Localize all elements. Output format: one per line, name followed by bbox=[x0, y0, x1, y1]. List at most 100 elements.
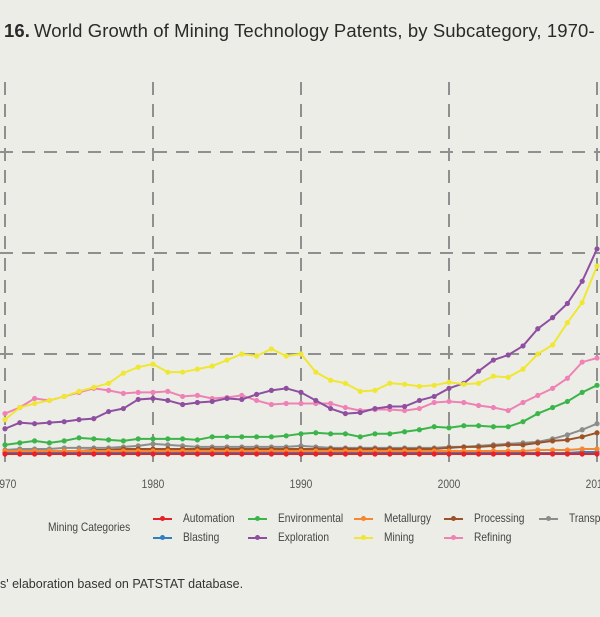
data-point-environmental bbox=[180, 436, 186, 442]
data-point-exploration bbox=[342, 410, 348, 417]
data-point-refining bbox=[298, 400, 304, 407]
data-point-exploration bbox=[505, 352, 511, 358]
data-point-mining bbox=[342, 380, 348, 386]
data-point-refining bbox=[594, 355, 600, 361]
data-point-environmental bbox=[224, 434, 230, 440]
legend-label: Environmental bbox=[278, 511, 344, 525]
data-point-mining bbox=[254, 353, 260, 359]
data-point-environmental bbox=[520, 419, 526, 425]
data-point-environmental bbox=[150, 436, 156, 442]
data-point-environmental bbox=[254, 434, 260, 440]
data-point-metallurgy bbox=[535, 447, 541, 453]
data-point-processing bbox=[520, 442, 526, 448]
legend-swatch bbox=[153, 516, 172, 521]
data-point-exploration bbox=[150, 395, 156, 402]
data-point-exploration bbox=[194, 399, 200, 406]
data-point-mining bbox=[416, 383, 422, 389]
data-point-exploration bbox=[17, 420, 23, 426]
data-point-mining bbox=[446, 379, 452, 385]
data-point-environmental bbox=[328, 431, 334, 437]
data-point-mining bbox=[106, 380, 112, 386]
data-point-refining bbox=[476, 402, 482, 409]
data-point-automation bbox=[46, 451, 53, 457]
data-point-mining bbox=[180, 369, 186, 375]
data-point-refining bbox=[283, 400, 289, 407]
data-point-environmental bbox=[194, 437, 200, 443]
data-point-exploration bbox=[283, 385, 289, 391]
x-tick-label: 1970 bbox=[0, 478, 16, 491]
data-point-refining bbox=[328, 400, 334, 407]
data-point-exploration bbox=[550, 315, 556, 321]
data-point-mining bbox=[209, 363, 215, 369]
legend-swatch bbox=[539, 516, 558, 521]
data-point-automation bbox=[150, 451, 156, 457]
data-point-exploration bbox=[180, 401, 186, 408]
data-point-transport bbox=[150, 441, 156, 447]
data-point-automation bbox=[283, 451, 289, 457]
data-point-refining bbox=[180, 393, 186, 400]
legend-title: Mining Categories bbox=[48, 520, 131, 534]
data-point-refining bbox=[165, 388, 171, 394]
data-point-automation bbox=[372, 451, 378, 457]
data-point-exploration bbox=[91, 416, 97, 422]
legend-label: Metallurgy bbox=[384, 511, 432, 525]
line-chart: 1970 1980 1990 2000 2010 bbox=[0, 82, 600, 491]
data-point-automation bbox=[254, 451, 260, 457]
data-point-environmental bbox=[313, 430, 319, 436]
x-tick-label: 1990 bbox=[290, 478, 313, 491]
legend-label: Blasting bbox=[183, 530, 220, 544]
legend-label: Transport bbox=[569, 511, 600, 525]
data-point-refining bbox=[446, 398, 452, 405]
data-point-exploration bbox=[402, 403, 408, 410]
data-point-processing bbox=[535, 440, 541, 446]
data-point-refining bbox=[535, 392, 541, 399]
data-point-processing bbox=[594, 430, 600, 436]
data-point-automation bbox=[180, 451, 186, 457]
data-point-automation bbox=[490, 451, 496, 457]
legend-label: Processing bbox=[474, 511, 525, 525]
data-point-processing bbox=[505, 442, 511, 448]
data-point-exploration bbox=[535, 326, 541, 332]
data-point-automation bbox=[17, 451, 23, 457]
data-point-mining bbox=[46, 397, 53, 404]
data-point-automation bbox=[76, 451, 82, 457]
data-point-environmental bbox=[120, 438, 126, 444]
data-point-automation bbox=[209, 451, 215, 457]
data-point-transport bbox=[579, 427, 585, 433]
data-point-mining bbox=[268, 346, 274, 352]
data-point-exploration bbox=[328, 405, 334, 412]
data-point-exploration bbox=[76, 417, 82, 423]
data-point-exploration bbox=[490, 357, 496, 363]
source-note: s' elaboration based on PATSTAT database… bbox=[0, 577, 244, 591]
data-point-automation bbox=[135, 451, 141, 457]
data-point-refining bbox=[520, 399, 526, 406]
data-point-automation bbox=[91, 451, 97, 457]
data-point-exploration bbox=[61, 419, 67, 425]
data-point-exploration bbox=[135, 396, 141, 403]
data-point-environmental bbox=[31, 438, 38, 444]
data-point-transport bbox=[594, 421, 600, 427]
data-point-exploration bbox=[209, 398, 215, 405]
data-point-mining bbox=[476, 380, 482, 386]
data-point-mining bbox=[550, 342, 556, 348]
data-point-refining bbox=[2, 410, 8, 417]
data-point-mining bbox=[2, 417, 8, 423]
data-point-environmental bbox=[476, 423, 482, 429]
data-point-refining bbox=[550, 385, 556, 391]
data-point-exploration bbox=[268, 387, 274, 393]
data-point-refining bbox=[416, 405, 422, 412]
legend-swatch bbox=[444, 535, 463, 540]
legend-swatch bbox=[153, 535, 172, 540]
data-point-mining bbox=[165, 369, 171, 375]
data-point-refining bbox=[150, 389, 156, 395]
data-point-mining bbox=[490, 373, 496, 379]
x-tick-label: 2000 bbox=[438, 478, 461, 491]
data-point-refining bbox=[564, 375, 571, 381]
data-point-automation bbox=[402, 451, 408, 457]
data-point-metallurgy bbox=[594, 446, 600, 452]
data-point-exploration bbox=[31, 421, 38, 427]
data-point-automation bbox=[239, 451, 245, 457]
data-point-automation bbox=[564, 451, 571, 457]
data-point-automation bbox=[476, 451, 482, 457]
data-point-mining bbox=[357, 388, 363, 394]
